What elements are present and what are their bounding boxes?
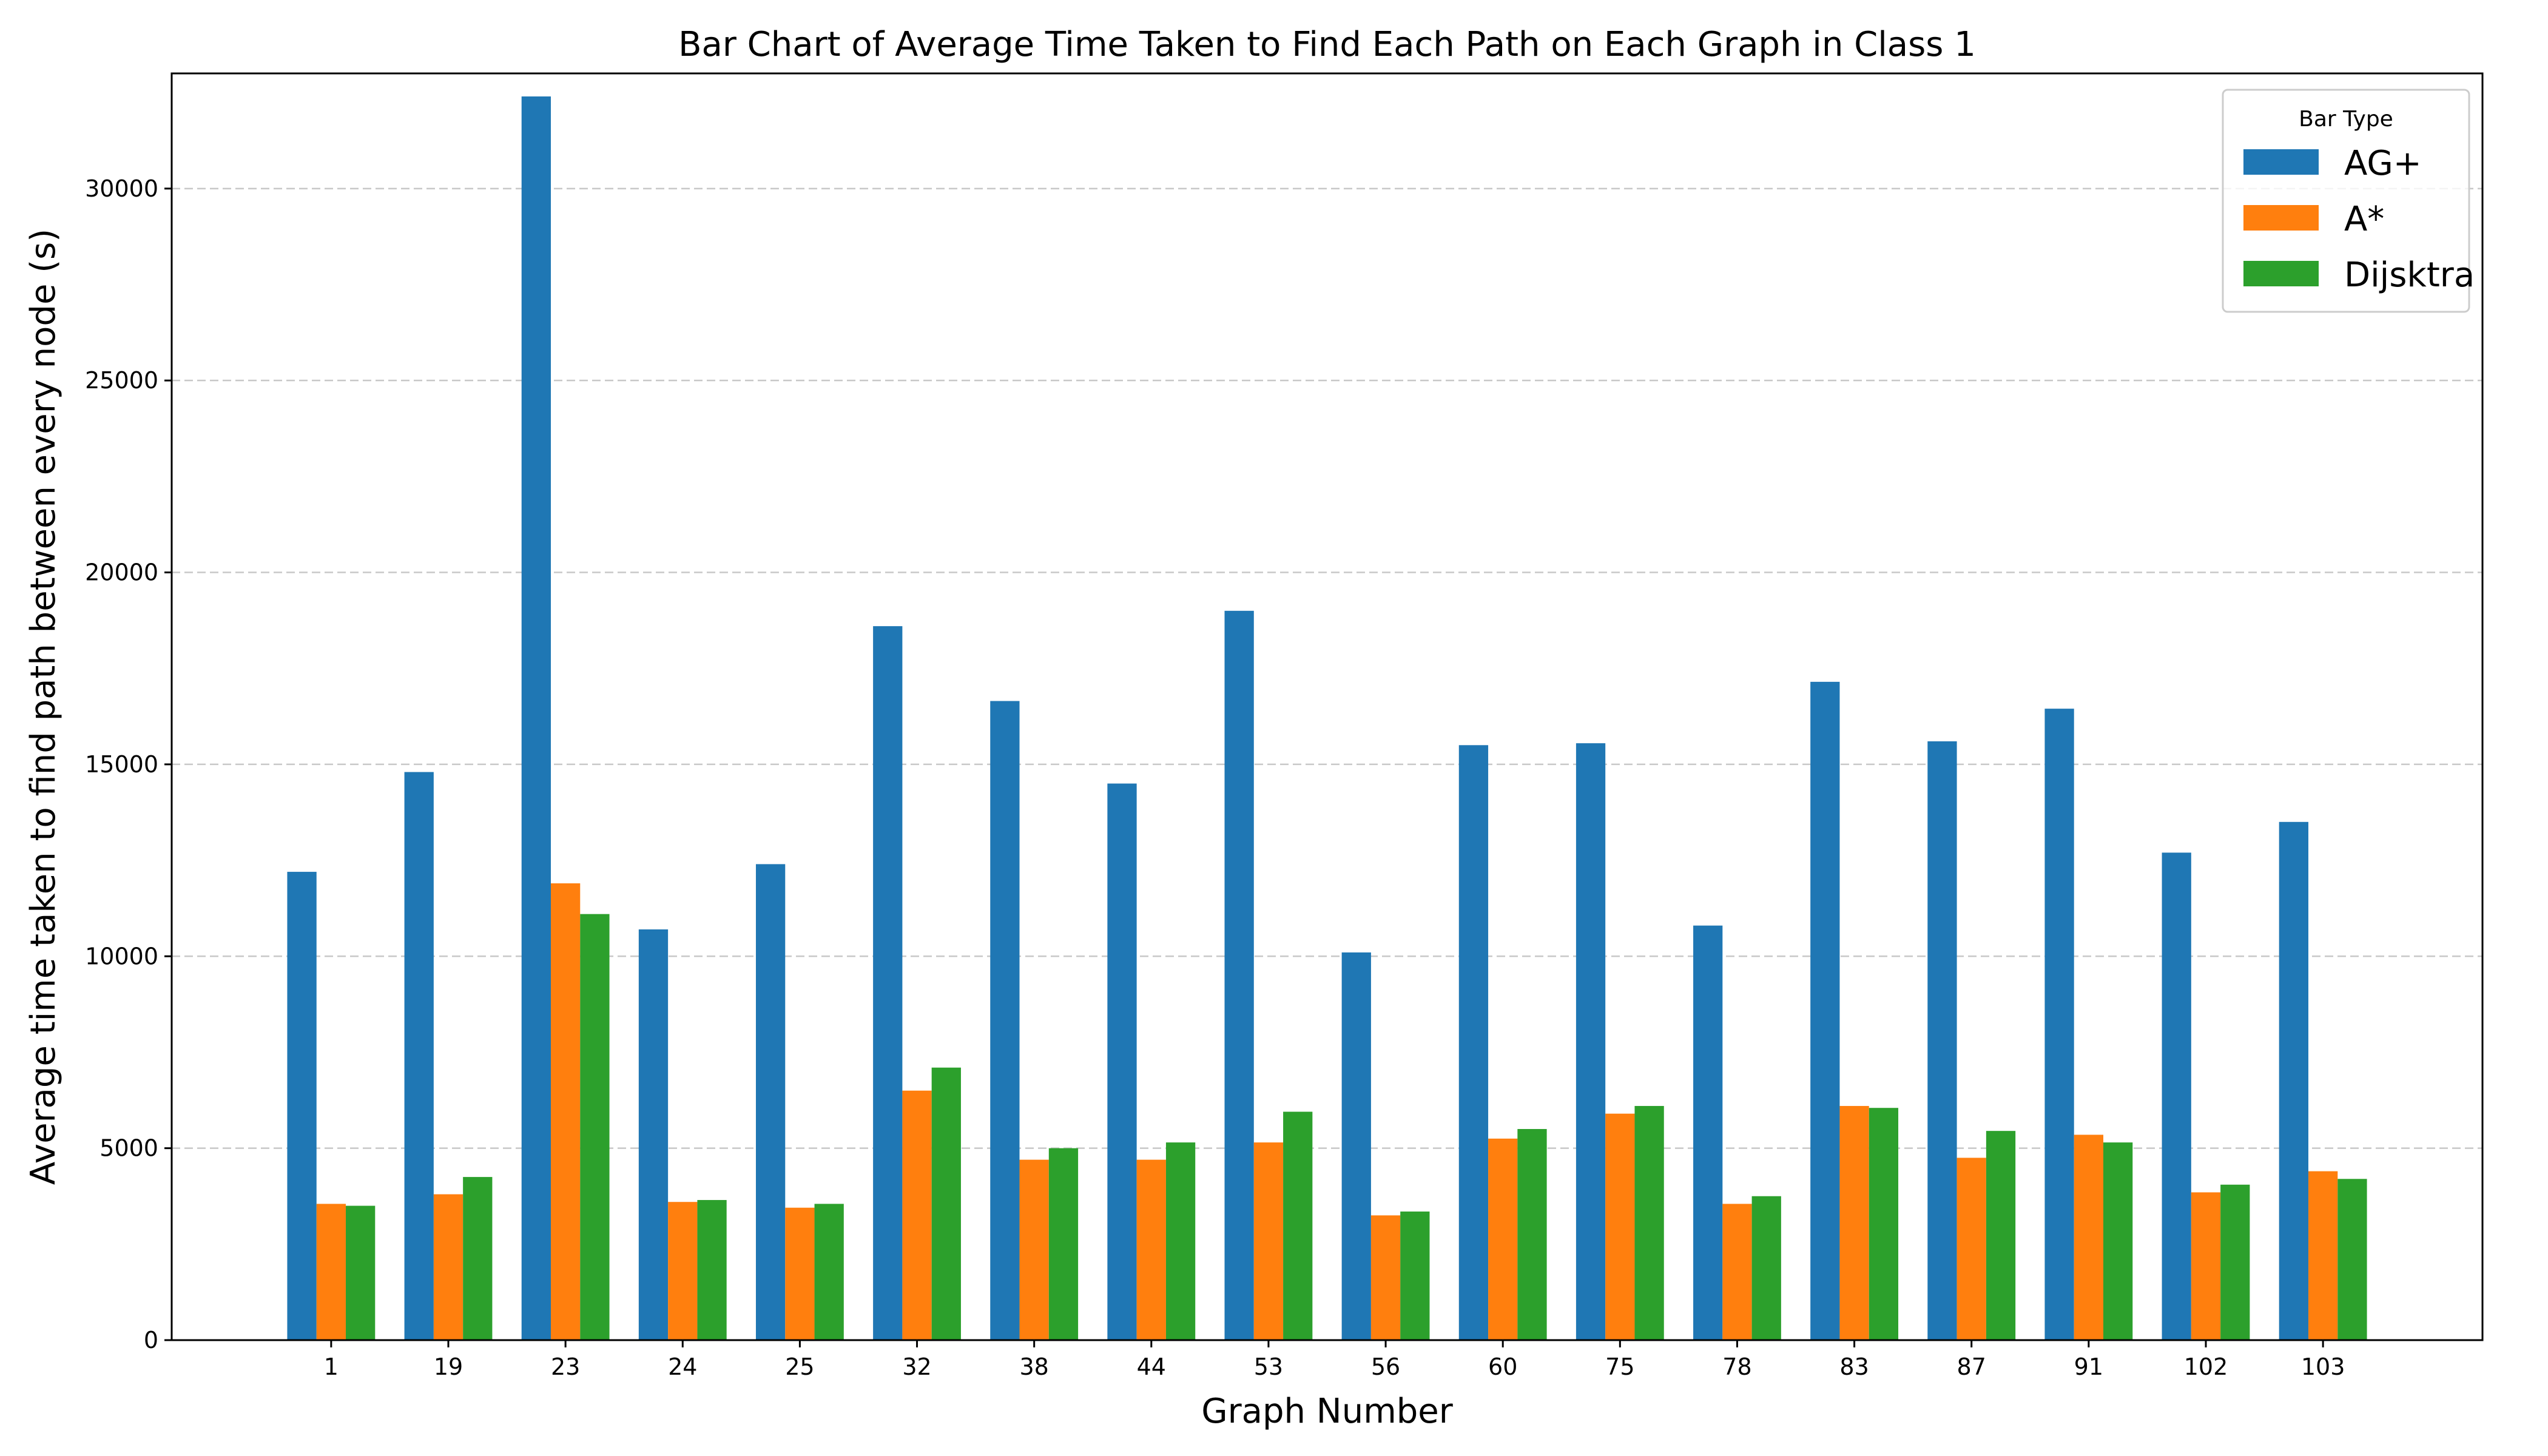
bar-ag--32 (873, 626, 903, 1340)
bar-a--56 (1370, 1215, 1401, 1340)
bar-a--78 (1722, 1204, 1752, 1340)
bar-dijsktra-78 (1751, 1196, 1781, 1340)
y-axis-label: Average time taken to find path between … (24, 229, 63, 1185)
legend-swatch (2243, 261, 2319, 286)
y-tick-label: 15000 (85, 751, 158, 778)
bar-dijsktra-24 (697, 1200, 727, 1340)
bar-dijsktra-19 (463, 1177, 493, 1340)
bar-dijsktra-56 (1400, 1212, 1430, 1340)
x-tick-label: 102 (2184, 1353, 2228, 1380)
bar-ag--24 (638, 929, 669, 1340)
y-axis-ticks: 0 5000 10000 15000 20000 25000 30000 (85, 175, 172, 1353)
bar-a--25 (785, 1207, 815, 1340)
bars (287, 96, 2367, 1341)
bar-ag--25 (755, 864, 786, 1340)
x-tick-label: 56 (1371, 1353, 1400, 1380)
bar-ag--83 (1810, 681, 1840, 1340)
bar-dijsktra-25 (814, 1204, 844, 1340)
x-tick-label: 53 (1254, 1353, 1283, 1380)
bar-a--23 (550, 883, 581, 1340)
bar-dijsktra-91 (2103, 1142, 2133, 1340)
bar-ag--38 (990, 701, 1020, 1340)
y-tick-label: 5000 (99, 1135, 158, 1162)
bar-ag--60 (1458, 745, 1489, 1340)
x-tick-label: 91 (2074, 1353, 2103, 1380)
bar-a--24 (668, 1202, 698, 1340)
bar-ag--103 (2279, 821, 2308, 1340)
legend-label: AG+ (2344, 144, 2422, 183)
bar-ag--1 (287, 872, 317, 1340)
legend-label: A* (2344, 200, 2384, 239)
bar-a--44 (1136, 1159, 1166, 1340)
bar-dijsktra-75 (1634, 1106, 1664, 1340)
legend-label: Dijsktra (2344, 255, 2475, 295)
bar-ag--78 (1693, 925, 1723, 1340)
x-tick-label: 60 (1488, 1353, 1517, 1380)
y-tick-label: 0 (144, 1327, 158, 1353)
bar-ag--44 (1107, 783, 1137, 1340)
x-tick-label: 25 (785, 1353, 814, 1380)
bar-ag--87 (1927, 741, 1957, 1340)
x-tick-label: 23 (551, 1353, 580, 1380)
bar-a--87 (1956, 1158, 1986, 1340)
legend-swatch (2243, 205, 2319, 231)
chart-title: Bar Chart of Average Time Taken to Find … (678, 25, 1976, 64)
x-tick-label: 19 (434, 1353, 463, 1380)
bar-dijsktra-38 (1048, 1148, 1079, 1340)
bar-dijsktra-32 (931, 1067, 961, 1340)
y-tick-label: 20000 (85, 559, 158, 586)
bar-dijsktra-60 (1517, 1129, 1547, 1340)
bar-ag--53 (1224, 610, 1254, 1341)
bar-dijsktra-87 (1986, 1131, 2016, 1340)
x-axis-ticks: 1 19 23 24 25 32 38 44 53 56 60 75 78 83 87 91 102 103 (324, 1340, 2345, 1380)
bar-dijsktra-83 (1869, 1108, 1899, 1340)
bar-ag--91 (2044, 709, 2074, 1340)
bar-a--53 (1253, 1142, 1284, 1340)
x-axis-label: Graph Number (1201, 1392, 1454, 1431)
bar-ag--23 (521, 96, 551, 1341)
x-tick-label: 1 (324, 1353, 339, 1380)
bar-a--91 (2074, 1134, 2104, 1340)
bar-dijsktra-103 (2337, 1179, 2367, 1340)
legend-box (2222, 89, 2470, 313)
bar-dijsktra-102 (2220, 1184, 2250, 1340)
bar-a--102 (2191, 1192, 2221, 1340)
bar-dijsktra-1 (346, 1205, 376, 1340)
x-tick-label: 38 (1019, 1353, 1048, 1380)
x-tick-label: 78 (1722, 1353, 1751, 1380)
x-tick-label: 87 (1957, 1353, 1986, 1380)
bar-a--83 (1839, 1106, 1869, 1340)
x-tick-label: 44 (1137, 1353, 1166, 1380)
bar-a--75 (1605, 1113, 1635, 1340)
bar-dijsktra-44 (1165, 1142, 1196, 1340)
y-tick-label: 25000 (85, 367, 158, 394)
legend-swatch (2243, 149, 2319, 175)
y-tick-label: 30000 (85, 175, 158, 202)
bar-a--1 (316, 1204, 346, 1340)
x-tick-label: 24 (668, 1353, 697, 1380)
bar-ag--102 (2162, 852, 2191, 1340)
y-tick-label: 10000 (85, 943, 158, 969)
bar-a--103 (2308, 1171, 2338, 1340)
plot-frame (170, 72, 2484, 1341)
x-tick-label: 103 (2301, 1353, 2345, 1380)
x-tick-label: 32 (902, 1353, 931, 1380)
bar-a--38 (1019, 1159, 1049, 1340)
bar-ag--56 (1341, 952, 1371, 1340)
bar-ag--75 (1576, 743, 1606, 1340)
x-tick-label: 83 (1839, 1353, 1869, 1380)
bar-ag--19 (404, 772, 434, 1340)
bar-dijsktra-53 (1283, 1111, 1313, 1340)
bar-a--32 (902, 1090, 932, 1340)
bar-dijsktra-23 (580, 914, 610, 1340)
legend: Bar Type AG+ A* Dijsktra (2222, 89, 2475, 313)
legend-title: Bar Type (2299, 107, 2393, 132)
bar-a--19 (433, 1194, 463, 1340)
bar-a--60 (1488, 1138, 1518, 1340)
x-tick-label: 75 (1605, 1353, 1634, 1380)
legend-items: AG+ A* Dijsktra (2243, 144, 2475, 295)
